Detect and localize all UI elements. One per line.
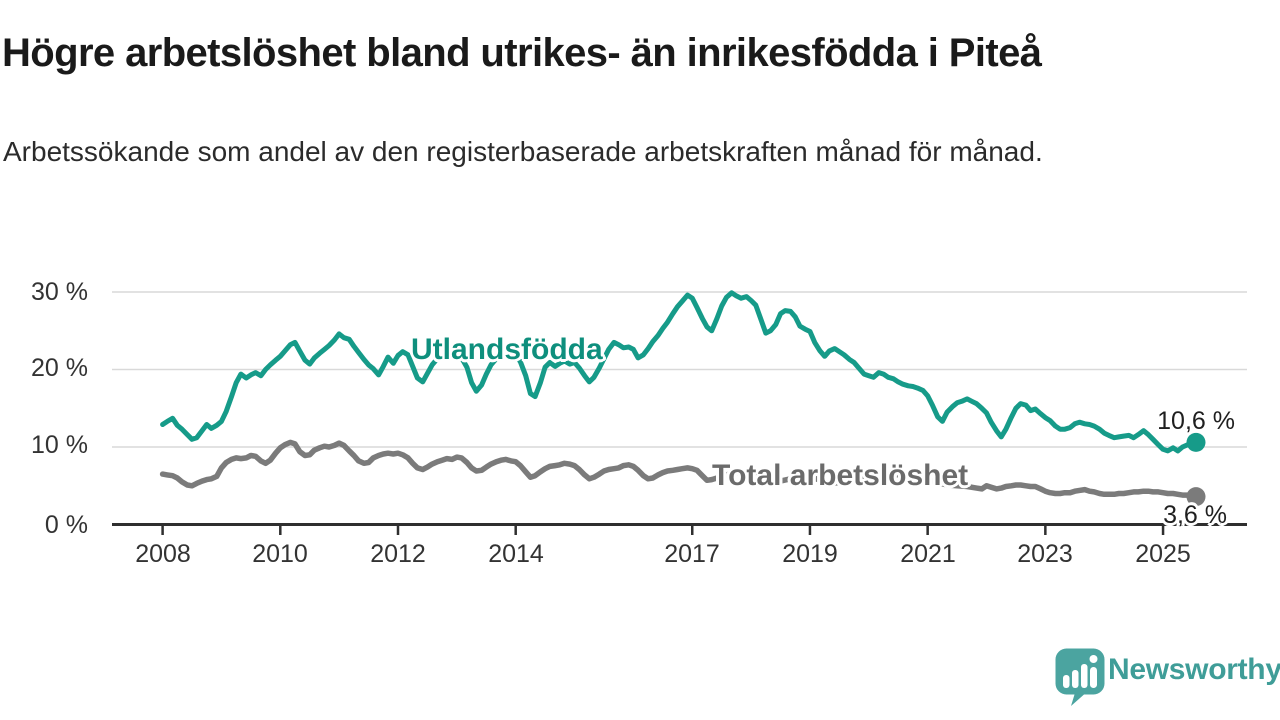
x-tick-label-2025: 2025 bbox=[1135, 540, 1191, 568]
x-tick-label-2012: 2012 bbox=[370, 540, 426, 568]
page-subtitle: Arbetssökande som andel av den registerb… bbox=[3, 136, 1043, 167]
speech-bubble-bar-chart-icon bbox=[1055, 648, 1105, 706]
end-dot-total bbox=[1186, 487, 1206, 507]
x-tick-label-2008: 2008 bbox=[135, 540, 191, 568]
x-tick-label-2014: 2014 bbox=[488, 540, 544, 568]
x-tick-label-2010: 2010 bbox=[252, 540, 308, 568]
newsworthy-wordmark: Newsworthy bbox=[1108, 653, 1280, 686]
x-tick-label-2023: 2023 bbox=[1017, 540, 1073, 568]
x-tick-label-2017: 2017 bbox=[664, 540, 720, 568]
series-line-utlandsfodda bbox=[160, 290, 1199, 454]
end-dot-utlandsfodda bbox=[1186, 432, 1206, 452]
y-tick-label-30: 30 % bbox=[31, 278, 88, 306]
end-value-utlandsfodda: 10,6 % bbox=[1157, 407, 1235, 435]
x-tick-label-2021: 2021 bbox=[900, 540, 956, 568]
newsworthy-logo-icon bbox=[1054, 647, 1106, 712]
series-line-total bbox=[159, 439, 1199, 500]
x-tick-label-2019: 2019 bbox=[782, 540, 838, 568]
series-label-total-arbetsloshet: Total arbetslöshet bbox=[712, 459, 969, 492]
series-label-utlandsfodda: Utlandsfödda bbox=[411, 333, 603, 366]
y-tick-label-10: 10 % bbox=[31, 431, 88, 459]
y-tick-label-0: 0 % bbox=[44, 511, 88, 539]
end-value-total: 3,6 % bbox=[1163, 501, 1227, 529]
page-title: Högre arbetslöshet bland utrikes- än inr… bbox=[2, 31, 1042, 75]
y-tick-label-20: 20 % bbox=[31, 354, 88, 382]
